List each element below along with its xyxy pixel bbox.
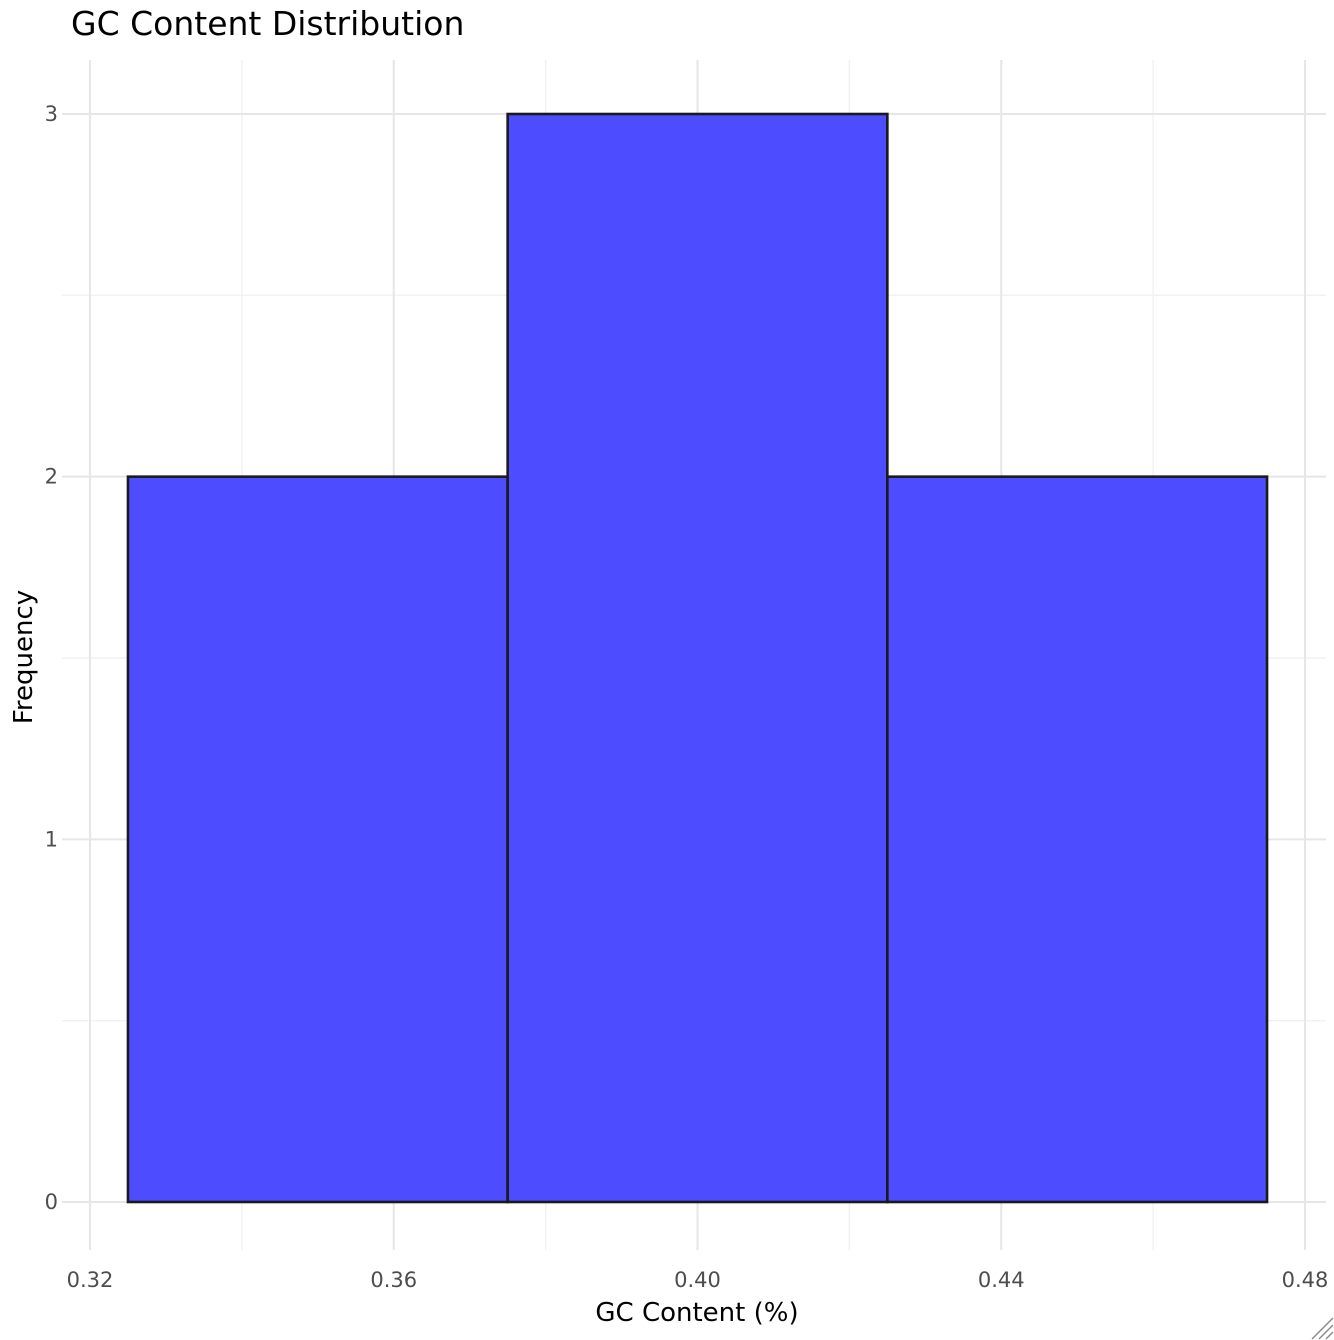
y-tick-label: 0 [45, 1190, 58, 1214]
histogram-bar-3 [886, 475, 1269, 1204]
y-tick-label: 1 [45, 827, 58, 851]
y-axis-label: Frequency [9, 590, 39, 724]
x-tick-label: 0.48 [1282, 1268, 1329, 1292]
y-tick-label: 2 [45, 465, 58, 489]
bars-group [126, 112, 1269, 1204]
y-tick-label: 3 [45, 102, 58, 126]
x-axis-label: GC Content (%) [595, 1298, 798, 1328]
y-tick-labels: 0 1 2 3 [45, 102, 58, 1214]
x-tick-label: 0.36 [370, 1268, 417, 1292]
histogram-bar-1 [126, 475, 509, 1204]
x-tick-labels: 0.32 0.36 0.40 0.44 0.48 [67, 1268, 1329, 1292]
resize-grip-icon[interactable] [1306, 1312, 1334, 1340]
x-tick-label: 0.40 [674, 1268, 721, 1292]
chart-title: GC Content Distribution [71, 4, 464, 43]
x-tick-label: 0.44 [978, 1268, 1025, 1292]
x-tick-label: 0.32 [67, 1268, 114, 1292]
histogram-bar-2 [506, 112, 889, 1204]
